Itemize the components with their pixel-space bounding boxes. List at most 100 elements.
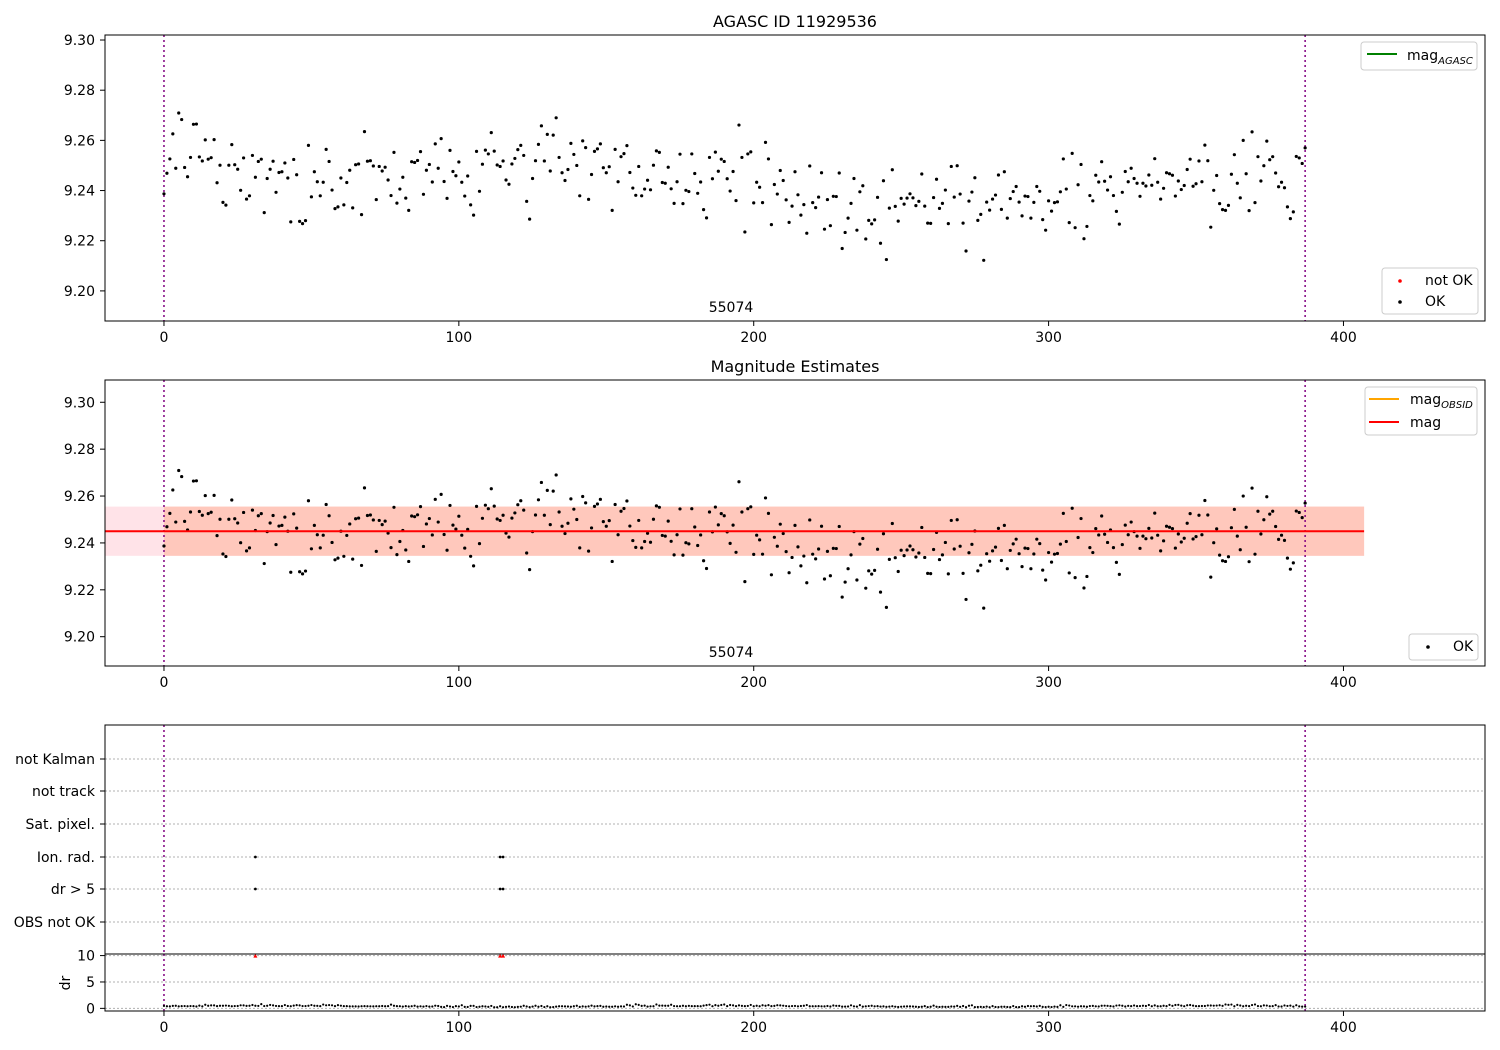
- p2-point: [881, 532, 886, 536]
- panel2-annotation: 55074: [709, 645, 754, 661]
- p2-point: [578, 546, 582, 550]
- p1-point: [1020, 214, 1024, 218]
- panel2-legend-points: OK: [1408, 633, 1479, 661]
- dr-point: [469, 1004, 472, 1007]
- p1-point: [970, 190, 974, 194]
- p1-point: [351, 206, 355, 210]
- p2-point: [1159, 549, 1163, 553]
- p1-point: [362, 129, 367, 134]
- p2-point: [188, 510, 193, 514]
- p2-point: [645, 531, 650, 535]
- dr-point: [1135, 1004, 1139, 1008]
- dr-point: [923, 1005, 926, 1008]
- dr-point: [540, 1004, 543, 1008]
- p2-point: [628, 524, 632, 528]
- p2-point: [704, 566, 709, 571]
- p2-point: [1091, 550, 1095, 555]
- dr-point: [1209, 1004, 1212, 1007]
- p1-point: [1194, 182, 1198, 186]
- p1-point: [448, 148, 452, 152]
- p2-point: [728, 541, 732, 546]
- p1-point: [716, 169, 720, 173]
- p2-point: [790, 555, 794, 560]
- p1-point: [678, 152, 682, 156]
- p2-point: [557, 510, 561, 514]
- dr-point: [301, 1004, 304, 1008]
- p2-point: [775, 544, 779, 548]
- p2-point: [183, 519, 187, 523]
- p1-point: [961, 221, 965, 225]
- p2-point: [351, 557, 355, 561]
- dr-point: [658, 1004, 661, 1007]
- dr-point: [814, 1005, 817, 1008]
- p2-point: [1156, 533, 1160, 537]
- dr-point: [935, 1005, 938, 1008]
- p2-point: [1011, 542, 1015, 546]
- p2-point: [693, 525, 697, 529]
- dr-point: [224, 1004, 227, 1007]
- p2-point: [215, 534, 219, 538]
- dr-point: [1127, 1004, 1130, 1007]
- p1-point: [772, 182, 776, 187]
- p1-point: [934, 177, 939, 181]
- p1-point: [731, 169, 735, 174]
- p1-point: [802, 202, 806, 207]
- dr-point: [1159, 1005, 1162, 1008]
- dr-point: [271, 1004, 275, 1007]
- dr-point: [1088, 1004, 1091, 1008]
- dr-point: [876, 1005, 879, 1008]
- p2-point: [985, 552, 989, 556]
- p2-point: [1117, 572, 1121, 576]
- dr-point: [808, 1005, 811, 1008]
- p1-point: [740, 155, 744, 160]
- p1-point: [1256, 155, 1260, 159]
- dr-point: [168, 1005, 171, 1008]
- legend-swatch-ok: [1398, 300, 1402, 304]
- p2-point: [1067, 571, 1071, 575]
- p1-point: [899, 196, 903, 200]
- flag-label-3: Ion. rad.: [37, 850, 95, 866]
- dr-point: [513, 1006, 516, 1009]
- dr-outlier: [498, 953, 503, 958]
- dr-point: [1180, 1004, 1183, 1007]
- p1-point: [415, 158, 420, 163]
- p2-point: [825, 549, 830, 553]
- dr-point: [1200, 1004, 1204, 1008]
- p2-point: [1055, 551, 1060, 556]
- p2-point: [1262, 518, 1266, 522]
- p2-point: [1265, 495, 1269, 499]
- p2-point: [967, 551, 971, 555]
- dr-point: [932, 1004, 935, 1007]
- dr-point: [204, 1003, 207, 1006]
- dr-point: [1023, 1005, 1027, 1008]
- p2-point: [1203, 498, 1207, 503]
- dr-point: [1295, 1004, 1298, 1007]
- p2-point: [911, 548, 915, 552]
- p1-point: [1064, 187, 1068, 191]
- p1-point: [168, 157, 172, 161]
- dr-point: [525, 1005, 528, 1008]
- p1-point: [914, 204, 918, 208]
- p2-point: [731, 523, 735, 527]
- p2-point: [631, 538, 635, 543]
- dr-point: [310, 1003, 313, 1007]
- p2-point: [743, 580, 747, 584]
- p2-point: [1049, 560, 1054, 564]
- p1-point: [881, 179, 886, 183]
- dr-point: [304, 1004, 307, 1008]
- p2-point: [274, 542, 278, 547]
- p1-point: [280, 170, 284, 174]
- p2-point: [342, 554, 346, 558]
- p2-point: [1088, 546, 1092, 550]
- p1-point: [911, 196, 915, 200]
- p1-point: [250, 153, 255, 158]
- dr-point: [761, 1004, 764, 1007]
- p2-point: [637, 518, 641, 523]
- p2-point: [1247, 560, 1251, 564]
- p1-point: [171, 132, 175, 136]
- p1-point: [985, 200, 989, 204]
- p2-point: [1020, 565, 1024, 569]
- p1-point: [418, 150, 423, 154]
- p1-point: [471, 213, 476, 217]
- p1-point: [769, 223, 774, 227]
